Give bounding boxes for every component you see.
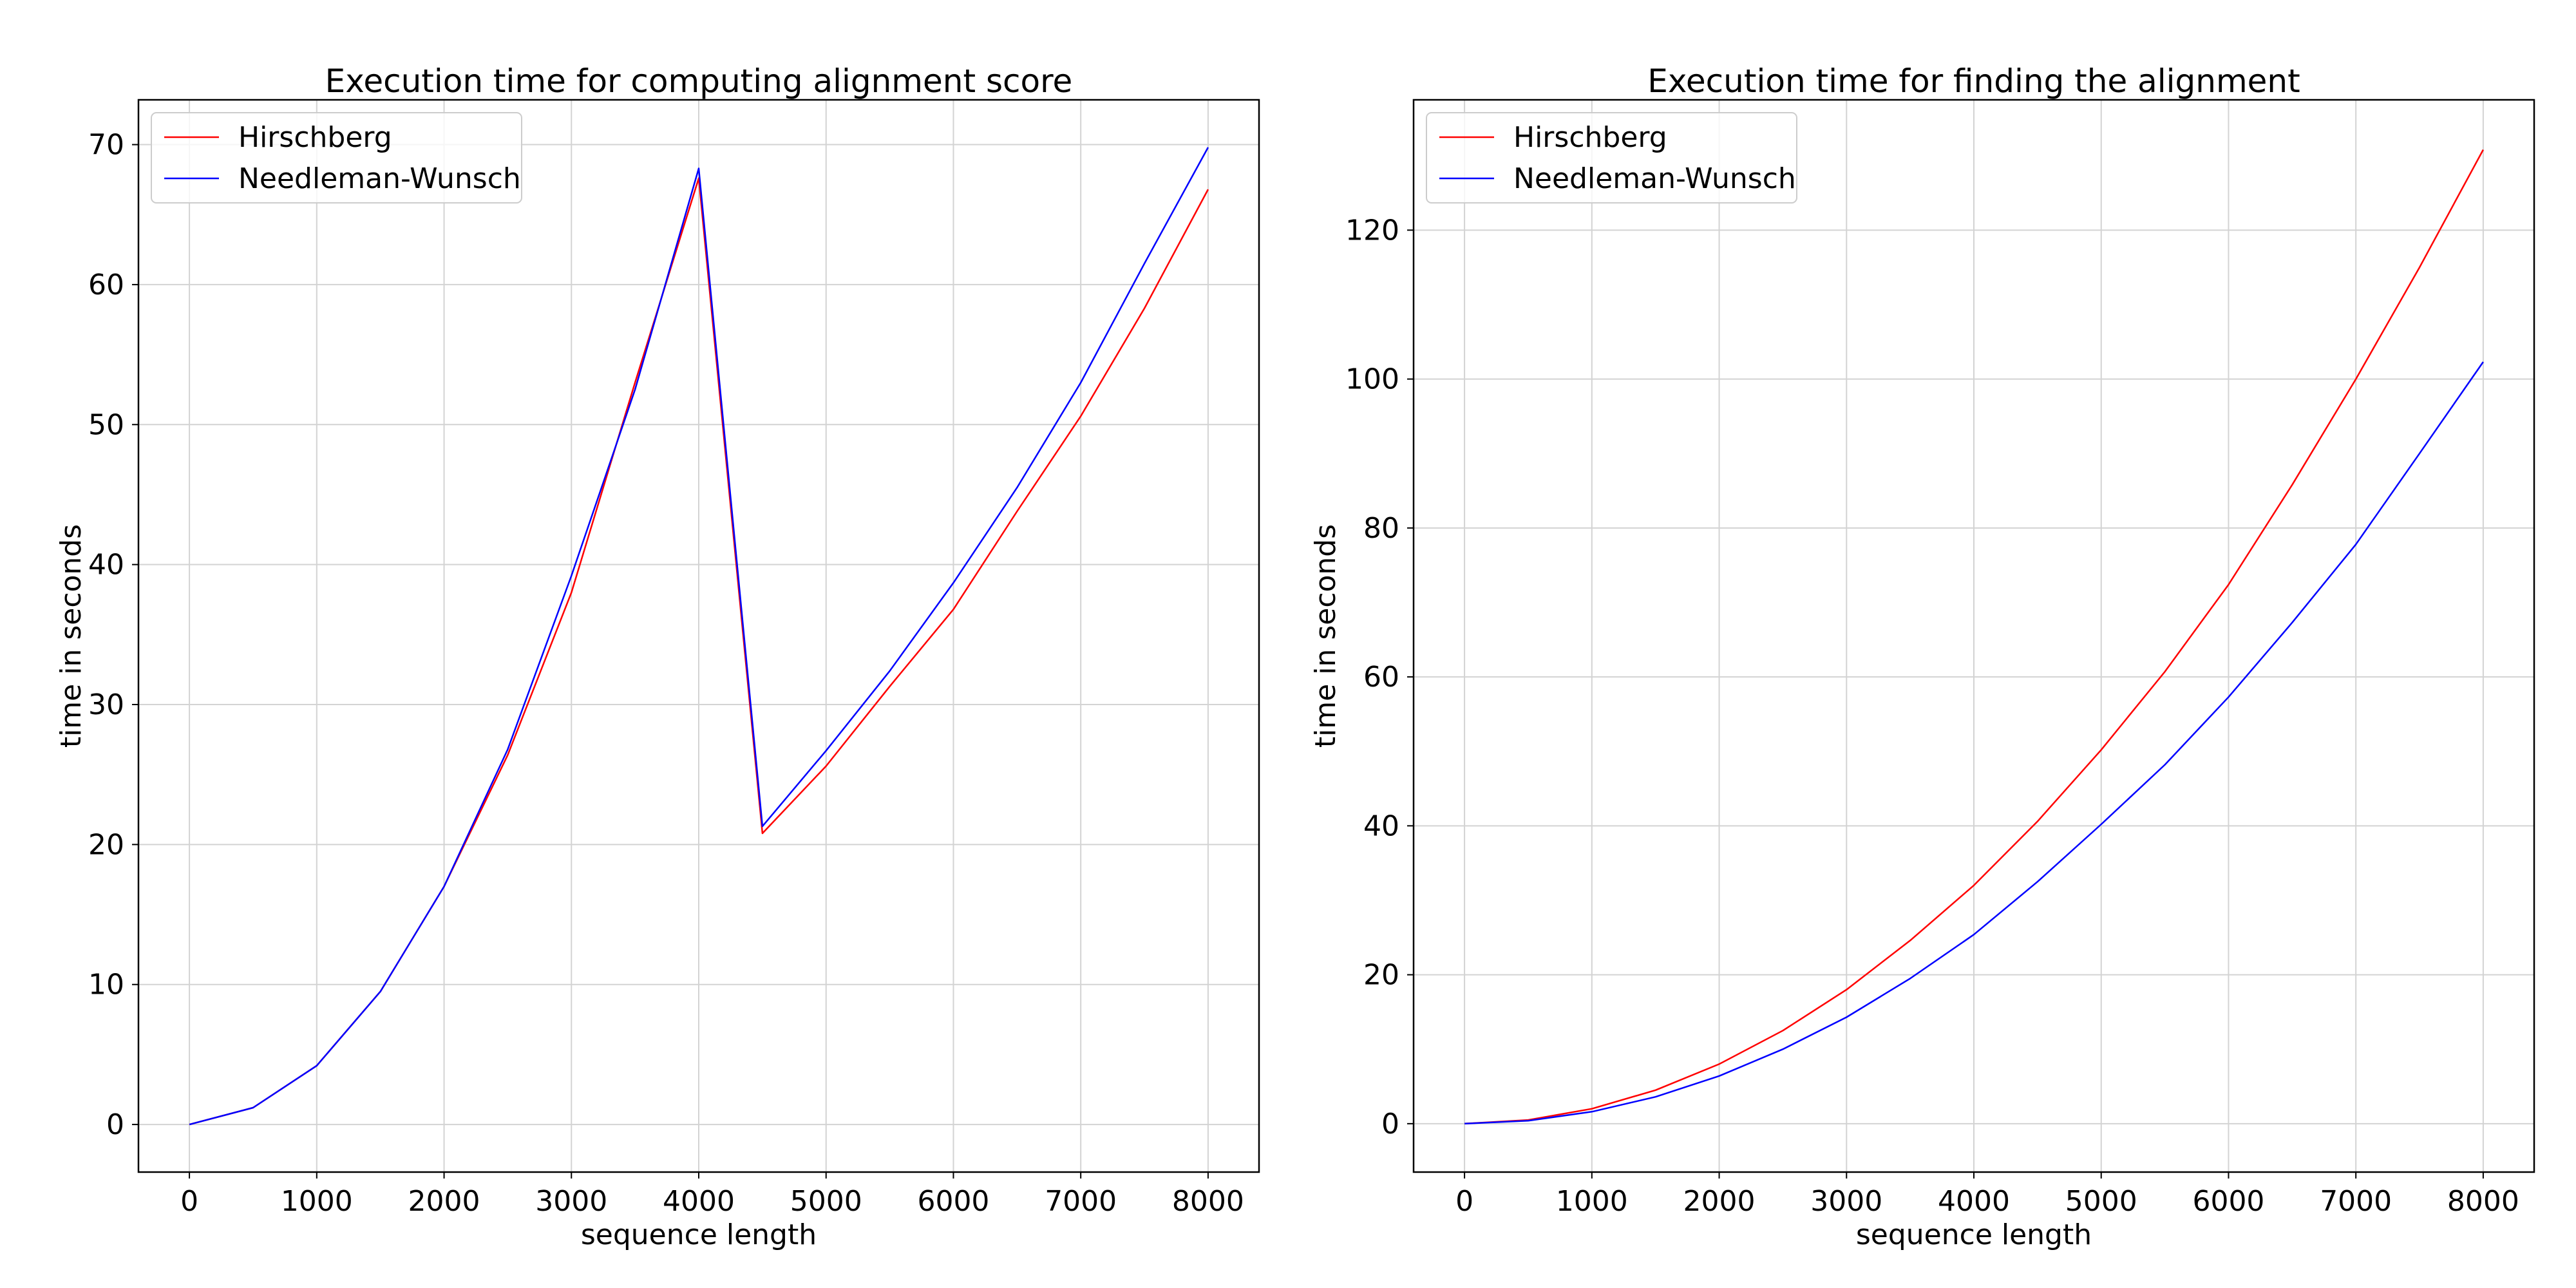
x-tick-label: 2000: [1683, 1185, 1756, 1218]
y-tick-label: 60: [88, 269, 124, 301]
y-tick-label: 40: [1363, 810, 1399, 842]
chart-title: Execution time for finding the alignment: [1647, 62, 2300, 100]
legend: Hirschberg Needleman-Wunsch: [151, 112, 522, 204]
legend-label-needleman-wunsch: Needleman-Wunsch: [1513, 162, 1796, 195]
x-tick-label: 0: [180, 1185, 198, 1218]
x-tick-label: 5000: [790, 1185, 862, 1218]
legend-box: [151, 112, 522, 204]
y-tick-label: 0: [1381, 1108, 1399, 1141]
x-tick-label: 7000: [1045, 1185, 1117, 1218]
y-tick-label: 20: [1363, 959, 1399, 992]
chart-title: Execution time for computing alignment s…: [325, 62, 1073, 100]
y-tick-label: 0: [106, 1108, 124, 1141]
x-tick-label: 8000: [2447, 1185, 2519, 1218]
x-tick-label: 6000: [917, 1185, 989, 1218]
x-tick-label: 5000: [2065, 1185, 2137, 1218]
legend-label-needleman-wunsch: Needleman-Wunsch: [238, 162, 521, 195]
legend-label-hirschberg: Hirschberg: [238, 121, 392, 154]
x-tick-label: 8000: [1172, 1185, 1244, 1218]
y-tick-label: 10: [88, 969, 124, 1001]
x-tick-label: 2000: [408, 1185, 480, 1218]
y-tick-label: 20: [88, 828, 124, 861]
y-tick-label: 50: [88, 408, 124, 441]
y-axis-label: time in seconds: [55, 524, 88, 748]
x-tick-label: 4000: [663, 1185, 735, 1218]
x-tick-label: 3000: [535, 1185, 607, 1218]
legend: Hirschberg Needleman-Wunsch: [1426, 112, 1797, 204]
legend-box: [1426, 112, 1797, 204]
chart-panel-finding-alignment: 0 1000 2000 3000 4000 5000 6000 7000 8000 0 20 40 6…: [1309, 62, 2535, 1251]
x-tick-label: 7000: [2320, 1185, 2392, 1218]
grid: [138, 100, 1259, 1172]
y-tick-label: 120: [1345, 214, 1399, 247]
y-tick-label: 60: [1363, 661, 1399, 694]
y-tick-label: 80: [1363, 512, 1399, 545]
series-line-needleman-wunsch: [189, 147, 1209, 1126]
y-tick-label: 30: [88, 688, 124, 721]
legend-label-hirschberg: Hirschberg: [1513, 121, 1667, 154]
y-tick-label: 100: [1345, 363, 1399, 396]
x-tick-label: 1000: [1556, 1185, 1628, 1218]
x-tick-label: 6000: [2192, 1185, 2264, 1218]
y-tick-label: 70: [88, 129, 124, 162]
series-line-hirschberg: [1464, 149, 2484, 1125]
y-axis-label: time in seconds: [1309, 524, 1342, 748]
chart-panel-alignment-score: 0 1000 2000 3000 4000 5000 6000 7000 8000 0 10 20 3…: [55, 62, 1260, 1251]
series-lines: [189, 147, 1209, 1126]
x-axis-ticks: 0 1000 2000 3000 4000 5000 6000 7000 8000: [180, 1172, 1244, 1218]
series-line-needleman-wunsch: [1464, 361, 2484, 1125]
series-lines: [1464, 149, 2484, 1125]
grid: [1414, 100, 2534, 1172]
x-tick-label: 1000: [281, 1185, 353, 1218]
y-axis-ticks: 0 20 40 60 80 100 120: [1345, 214, 1414, 1141]
x-axis-label: sequence length: [581, 1218, 817, 1251]
x-tick-label: 4000: [1938, 1185, 2010, 1218]
x-axis-label: sequence length: [1856, 1218, 2092, 1251]
x-tick-label: 3000: [1810, 1185, 1882, 1218]
x-axis-ticks: 0 1000 2000 3000 4000 5000 6000 7000 8000: [1455, 1172, 2519, 1218]
y-axis-ticks: 0 10 20 30 40 50 60 70: [88, 129, 138, 1141]
x-tick-label: 0: [1455, 1185, 1473, 1218]
y-tick-label: 40: [88, 549, 124, 582]
